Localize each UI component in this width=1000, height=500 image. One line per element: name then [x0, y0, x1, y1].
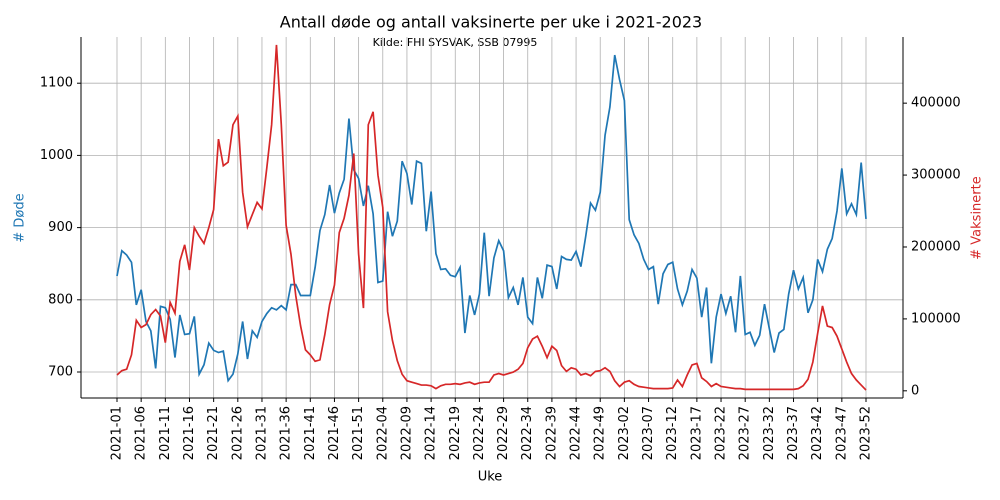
- y-tick-label: 1100: [40, 76, 73, 91]
- x-tick-label: 2023-07: [641, 406, 656, 460]
- x-tick-label: 2023-02: [617, 406, 632, 460]
- x-tick-label: 2022-24: [472, 406, 487, 460]
- x-tick-label: 2022-34: [520, 406, 535, 460]
- y-tick-label: 900: [48, 220, 73, 235]
- y2-tick-label: 400000: [911, 96, 961, 111]
- y2-tick-label: 200000: [911, 239, 961, 254]
- x-tick-label: 2023-27: [738, 406, 753, 460]
- y2-tick-label: 300000: [911, 168, 961, 183]
- x-tick-label: 2021-51: [351, 406, 366, 460]
- x-tick-label: 2023-42: [810, 406, 825, 460]
- x-tick-label: 2023-32: [762, 406, 777, 460]
- x-tick-label: 2022-09: [399, 406, 414, 460]
- y2-tick-label: 0: [911, 383, 919, 398]
- x-tick-label: 2023-17: [689, 406, 704, 460]
- x-axis-label: Uke: [478, 470, 503, 485]
- x-tick-label: 2022-19: [448, 406, 463, 460]
- chart-title: Antall døde og antall vaksinerte per uke…: [280, 13, 702, 32]
- x-tick-label: 2022-04: [375, 406, 390, 460]
- x-tick-label: 2022-44: [569, 406, 584, 460]
- y-tick-label: 700: [48, 365, 73, 380]
- y-tick-label: 1000: [40, 148, 73, 163]
- x-tick-label: 2023-12: [665, 406, 680, 460]
- x-tick-label: 2021-11: [158, 406, 173, 460]
- y2-tick-label: 100000: [911, 311, 961, 326]
- x-tick-label: 2023-37: [786, 406, 801, 460]
- x-tick-label: 2021-21: [206, 406, 221, 460]
- x-tick-label: 2023-47: [834, 406, 849, 460]
- x-tick-label: 2021-41: [303, 406, 318, 460]
- x-tick-label: 2021-16: [182, 406, 197, 460]
- x-tick-label: 2021-01: [110, 406, 125, 460]
- y-axis-label: # Døde: [13, 193, 28, 242]
- x-tick-label: 2021-31: [254, 406, 269, 460]
- y-tick-label: 800: [48, 292, 73, 307]
- x-tick-label: 2023-52: [859, 406, 874, 460]
- x-tick-label: 2021-36: [279, 406, 294, 460]
- y2-axis-label: # Vaksinerte: [970, 176, 985, 259]
- x-tick-label: 2023-22: [714, 406, 729, 460]
- x-tick-label: 2022-39: [544, 406, 559, 460]
- x-tick-label: 2022-29: [496, 406, 511, 460]
- x-tick-label: 2021-46: [327, 406, 342, 460]
- data-line: [116, 54, 867, 383]
- x-tick-label: 2022-14: [424, 406, 439, 460]
- x-tick-label: 2021-26: [230, 406, 245, 460]
- x-tick-label: 2021-06: [134, 406, 149, 460]
- x-tick-label: 2022-49: [593, 406, 608, 460]
- data-line: [116, 44, 867, 391]
